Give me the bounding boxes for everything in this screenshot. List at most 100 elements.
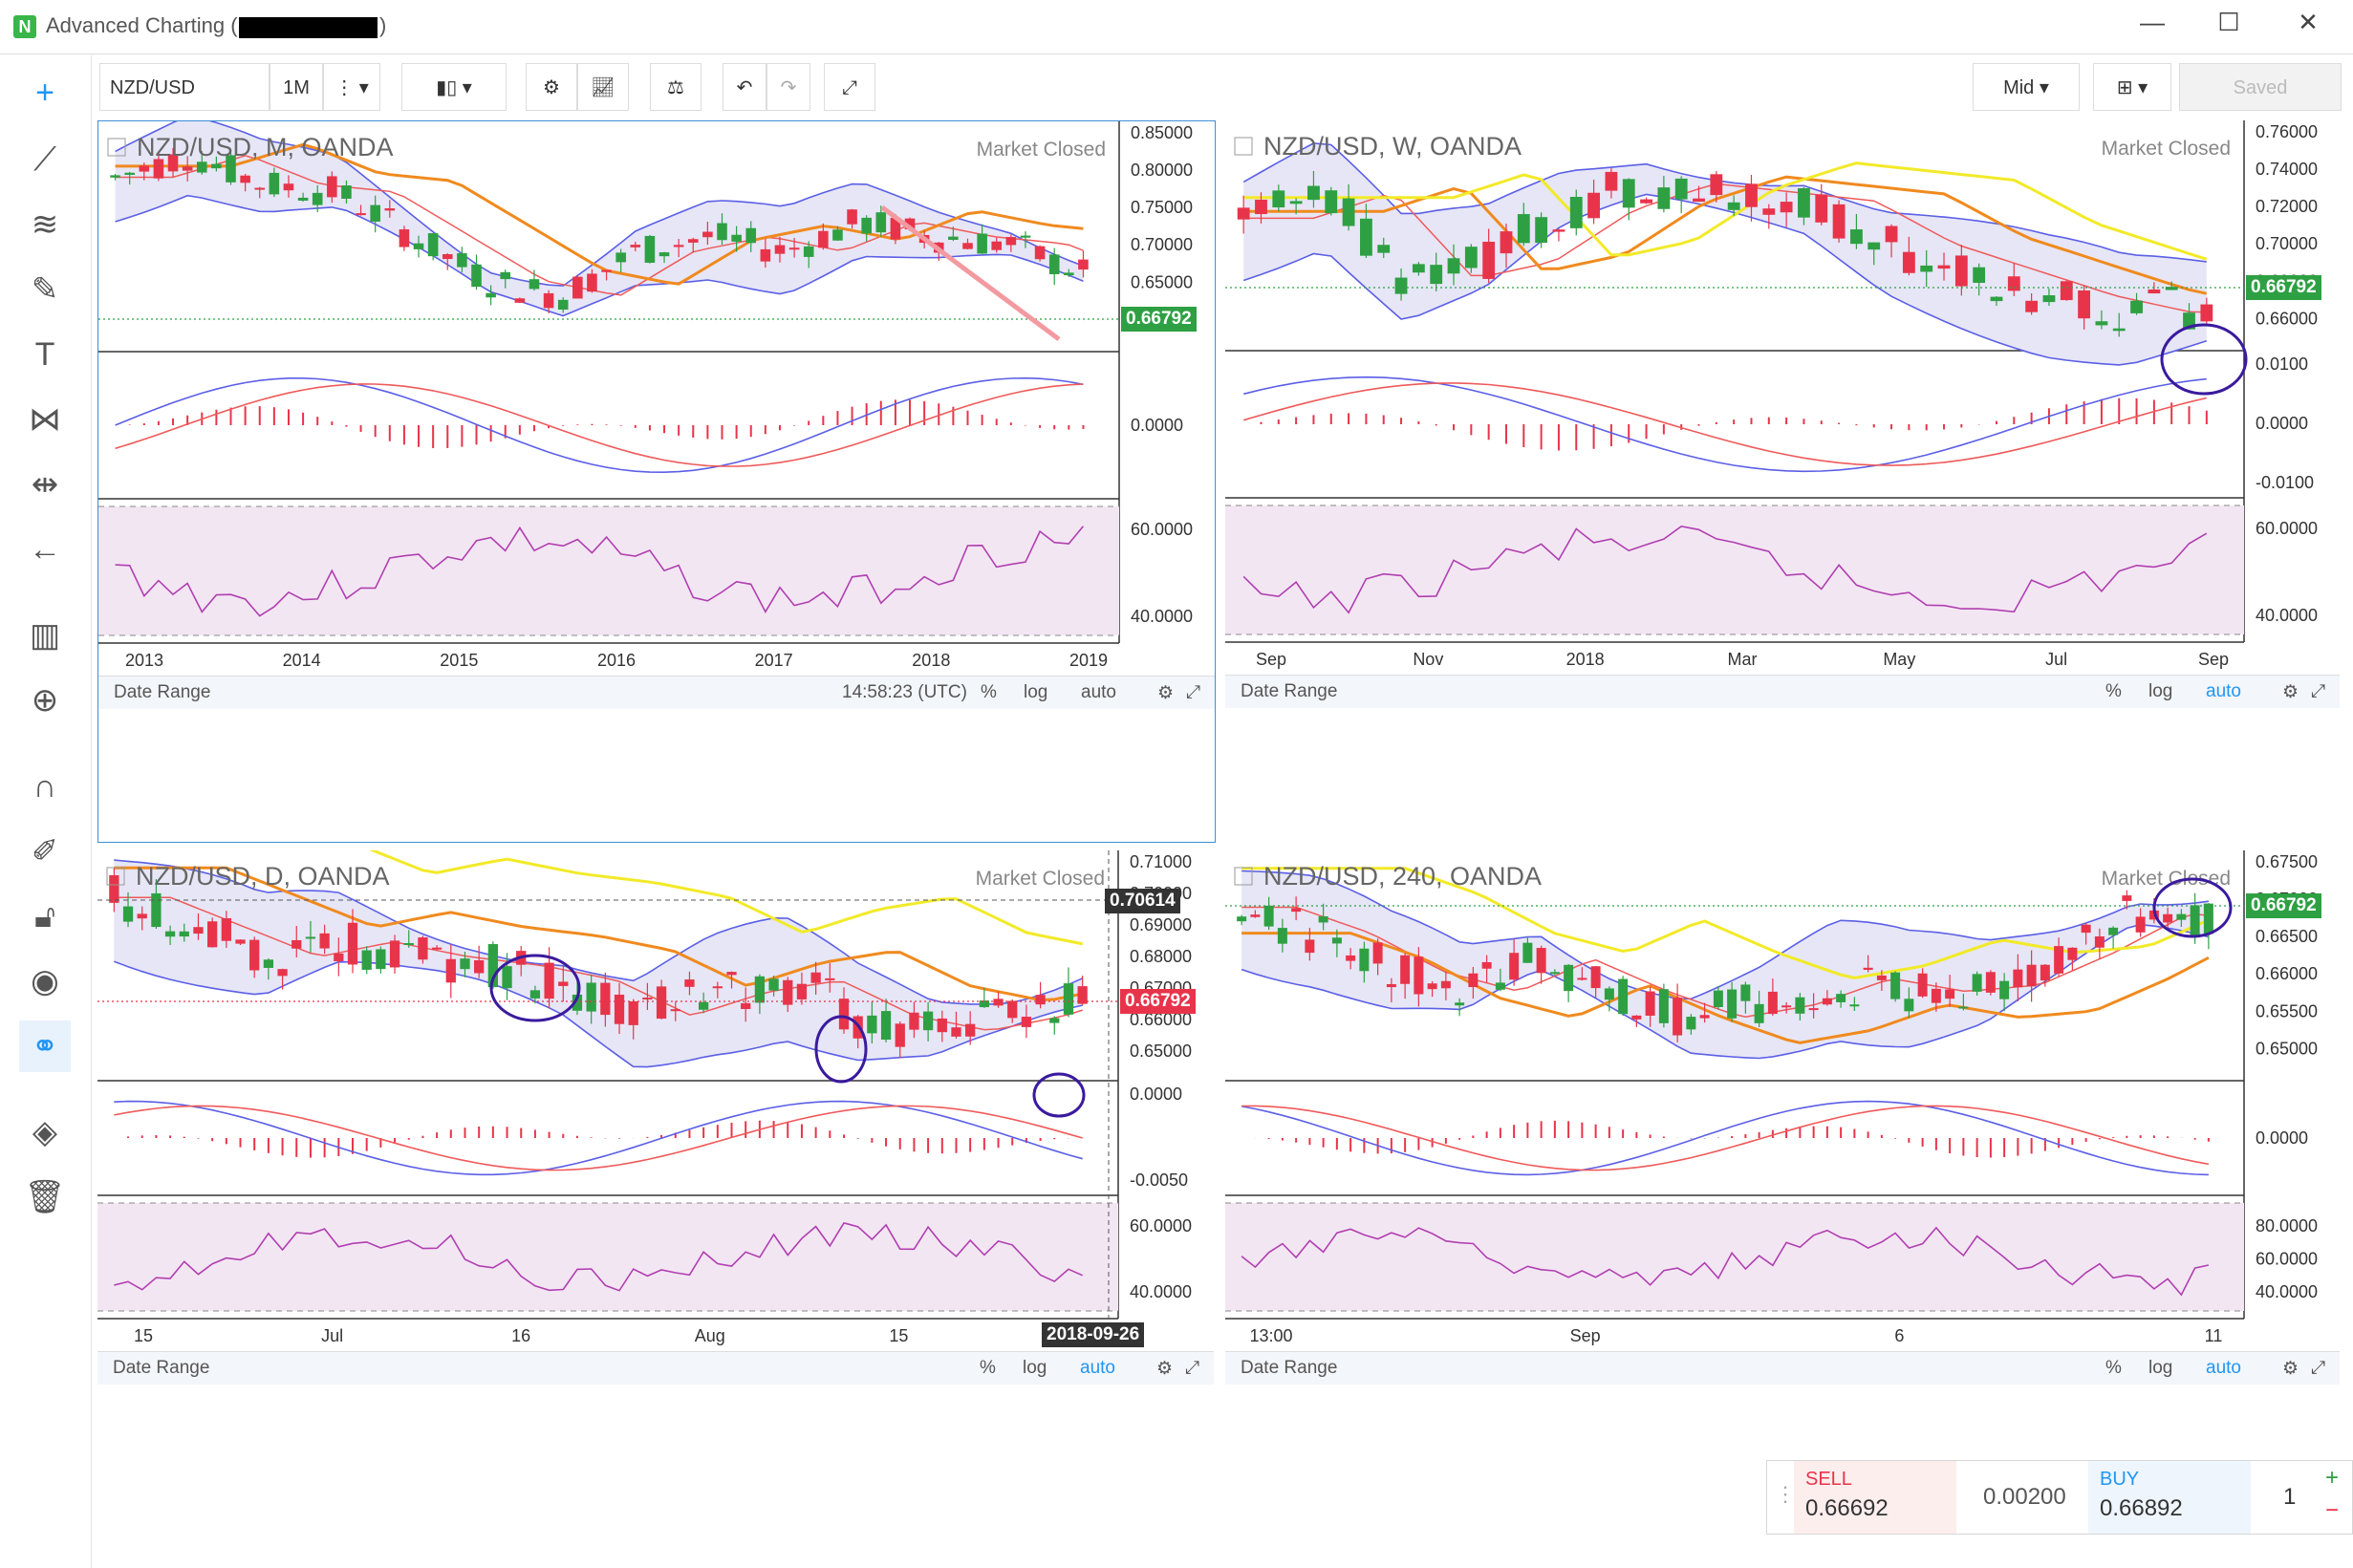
gear-icon[interactable]: ⚙: [1156, 1359, 1174, 1379]
log-toggle[interactable]: log: [2148, 681, 2173, 701]
candle-body: [1569, 197, 1583, 228]
candle-body: [1440, 980, 1451, 989]
moving-average-line: [1243, 161, 2208, 261]
candle-body: [810, 972, 821, 983]
percent-toggle[interactable]: %: [2105, 681, 2122, 701]
undo-icon[interactable]: ↶: [723, 63, 766, 111]
candle-body: [1035, 995, 1046, 1005]
candle-body: [1237, 207, 1250, 220]
date-range-button[interactable]: Date Range: [114, 682, 211, 702]
date-range-button[interactable]: Date Range: [1241, 1358, 1338, 1378]
close-button[interactable]: ✕: [2298, 8, 2319, 36]
candle-body: [572, 276, 583, 299]
candle-body: [2013, 969, 2023, 988]
candle-body: [254, 187, 266, 190]
percent-toggle[interactable]: %: [2105, 1358, 2122, 1378]
symbol-input[interactable]: NZD/USD: [99, 63, 270, 111]
interval-button[interactable]: 1M: [270, 63, 323, 111]
trend-line-icon[interactable]: ⟋: [33, 141, 56, 178]
candle-body: [1536, 948, 1546, 974]
menu-dots-icon[interactable]: ⋮ ▾: [323, 63, 380, 111]
time-axis-label: Sep: [1570, 1326, 1601, 1345]
chart-panel-240[interactable]: 0.675000.670000.665000.660000.655000.650…: [1225, 850, 2340, 1563]
maximize-button[interactable]: ☐: [2217, 8, 2240, 36]
quantity-input[interactable]: 1: [2283, 1484, 2297, 1510]
fullscreen-icon[interactable]: ⤢: [2311, 1358, 2326, 1378]
candle-body: [269, 172, 280, 195]
candle-body: [991, 241, 1003, 250]
candle-body: [1549, 972, 1560, 975]
candle-body: [2163, 913, 2173, 923]
fullscreen-icon[interactable]: ⤢: [824, 63, 875, 111]
compare-icon[interactable]: ⚖: [650, 63, 702, 111]
candle-body: [630, 245, 641, 247]
plus-button[interactable]: +: [2325, 1465, 2340, 1491]
lock-draw-icon[interactable]: ✐: [31, 833, 59, 870]
minimize-button[interactable]: —: [2140, 8, 2165, 36]
brush-icon[interactable]: ✎: [31, 271, 59, 308]
sell-button[interactable]: SELL 0.66692: [1794, 1461, 1956, 1534]
indicators-icon[interactable]: 📈︎: [577, 63, 629, 111]
macd-signal-line: [114, 1105, 1083, 1171]
fib-icon[interactable]: ≋: [31, 206, 59, 243]
chart-panel-daily[interactable]: 0.710000.700000.690000.680000.670000.660…: [97, 850, 1214, 1563]
date-range-button[interactable]: Date Range: [1241, 681, 1338, 701]
macd-line: [115, 376, 1084, 474]
chart-panel-weekly[interactable]: 0.760000.740000.720000.700000.680000.660…: [1225, 120, 2340, 841]
candle-body: [1917, 973, 1928, 997]
eye-icon[interactable]: ◉: [31, 963, 59, 999]
zoom-in-icon[interactable]: ⊕: [31, 682, 59, 719]
chart-panel-monthly[interactable]: 0.850000.800000.750000.700000.650000.600…: [97, 120, 1216, 843]
gear-icon[interactable]: ⚙: [2282, 682, 2299, 702]
fullscreen-icon[interactable]: ⤢: [2311, 681, 2326, 701]
candle-body: [389, 940, 400, 968]
percent-toggle[interactable]: %: [980, 1358, 996, 1378]
candle-body: [1849, 1004, 1860, 1007]
minus-button[interactable]: −: [2325, 1497, 2340, 1523]
candle-body: [1481, 961, 1492, 969]
auto-toggle[interactable]: auto: [1081, 682, 1116, 702]
text-icon[interactable]: T: [34, 336, 55, 373]
layers-icon[interactable]: ◈: [32, 1114, 58, 1150]
long-position-icon[interactable]: ▥: [29, 617, 61, 654]
price-axis-label: 0.66000: [1130, 1010, 1192, 1029]
fullscreen-icon[interactable]: ⤢: [1186, 682, 1201, 702]
lock-icon[interactable]: 🔓︎: [33, 898, 56, 934]
pattern-icon[interactable]: ⋈: [29, 401, 61, 438]
magnet-icon[interactable]: ∩: [32, 768, 57, 805]
bollinger-band-fill: [1241, 870, 2209, 1059]
auto-toggle[interactable]: auto: [2206, 1358, 2241, 1378]
saved-button[interactable]: Saved: [2179, 63, 2342, 111]
candle-body: [1291, 908, 1302, 913]
buy-button[interactable]: BUY 0.66892: [2088, 1461, 2251, 1534]
crosshair-icon[interactable]: +: [35, 75, 54, 111]
percent-toggle[interactable]: %: [981, 682, 997, 702]
gear-icon[interactable]: ⚙: [2282, 1359, 2299, 1379]
buy-price: 0.66892: [2100, 1495, 2183, 1521]
candle-body: [370, 204, 380, 222]
drag-handle-icon[interactable]: ⋮: [1775, 1482, 1796, 1506]
candle-body: [1808, 1008, 1819, 1011]
gear-icon[interactable]: ⚙: [1157, 683, 1175, 703]
link-icon[interactable]: ⚭: [19, 1020, 71, 1072]
layout-icon[interactable]: ⊞ ▾: [2093, 63, 2171, 111]
date-range-button[interactable]: Date Range: [113, 1358, 210, 1378]
candle-type-icon[interactable]: ▮▯ ▾: [401, 63, 507, 111]
trash-icon[interactable]: 🗑︎: [24, 1179, 66, 1215]
gear-icon[interactable]: ⚙: [526, 63, 577, 111]
redo-icon[interactable]: ↷: [766, 63, 810, 111]
candle-body: [1517, 214, 1530, 244]
log-toggle[interactable]: log: [2148, 1358, 2173, 1378]
moving-average-line: [115, 155, 1084, 296]
auto-toggle[interactable]: auto: [2206, 681, 2241, 701]
price-type-select[interactable]: Mid ▾: [1973, 63, 2080, 111]
log-toggle[interactable]: log: [1023, 1358, 1047, 1378]
candle-body: [644, 235, 656, 263]
log-toggle[interactable]: log: [1024, 682, 1048, 702]
measure-icon[interactable]: ⇹: [31, 466, 59, 503]
price-axis-label: 0.71000: [1130, 852, 1192, 871]
candle-body: [1007, 1000, 1018, 1019]
auto-toggle[interactable]: auto: [1080, 1358, 1115, 1378]
back-arrow-icon[interactable]: ←: [29, 531, 61, 568]
fullscreen-icon[interactable]: ⤢: [1185, 1358, 1200, 1378]
